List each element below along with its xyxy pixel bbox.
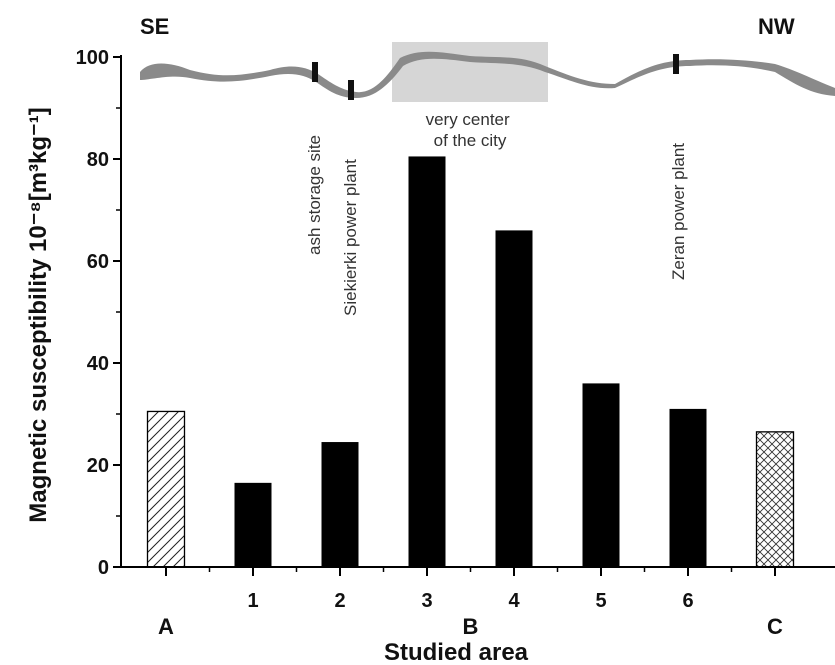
corner-label-nw: NW bbox=[758, 14, 795, 39]
corner-label-se: SE bbox=[140, 14, 169, 39]
x-tick-label: 5 bbox=[595, 590, 606, 612]
x-axis-title: Studied area bbox=[384, 639, 529, 665]
annotation-city-center: very center of the city bbox=[426, 110, 515, 150]
y-tick-label: 60 bbox=[87, 251, 109, 273]
y-tick-label: 20 bbox=[87, 455, 109, 477]
marker-zeran bbox=[673, 54, 679, 74]
annotation-siekierki: Siekierki power plant bbox=[341, 159, 360, 316]
group-label-A: A bbox=[158, 614, 174, 639]
bar-5 bbox=[582, 383, 620, 567]
annotation-zeran: Zeran power plant bbox=[669, 143, 688, 280]
x-tick-label: 2 bbox=[334, 590, 345, 612]
bar-1 bbox=[234, 482, 272, 567]
x-tick-label: 3 bbox=[421, 590, 432, 612]
marker-ash-storage bbox=[312, 62, 318, 82]
bar-3 bbox=[408, 156, 446, 567]
axes-group: 0 20 40 60 80 100 1 2 3 4 5 6 A B C bbox=[76, 47, 835, 639]
bar-6 bbox=[669, 408, 707, 567]
y-axis-title: Magnetic susceptibility 10⁻⁸[m³kg⁻¹] bbox=[25, 107, 52, 522]
y-tick-label: 80 bbox=[87, 149, 109, 171]
bar-4 bbox=[495, 230, 533, 567]
group-label-B: B bbox=[463, 614, 479, 639]
bar-A bbox=[146, 410, 186, 568]
marker-siekierki bbox=[348, 80, 354, 100]
bars-group bbox=[146, 156, 795, 568]
y-tick-label: 0 bbox=[98, 557, 109, 579]
y-tick-label: 100 bbox=[76, 47, 109, 69]
x-tick-label: 4 bbox=[508, 590, 520, 612]
bar-2 bbox=[321, 442, 359, 567]
group-label-C: C bbox=[767, 614, 783, 639]
bar-C bbox=[755, 431, 795, 568]
city-center-highlight bbox=[392, 42, 548, 102]
annotation-ash-storage: ash storage site bbox=[305, 135, 324, 255]
x-tick-label: 1 bbox=[247, 590, 258, 612]
y-tick-label: 40 bbox=[87, 353, 109, 375]
x-tick-label: 6 bbox=[682, 590, 693, 612]
terrain-profile bbox=[140, 51, 835, 98]
